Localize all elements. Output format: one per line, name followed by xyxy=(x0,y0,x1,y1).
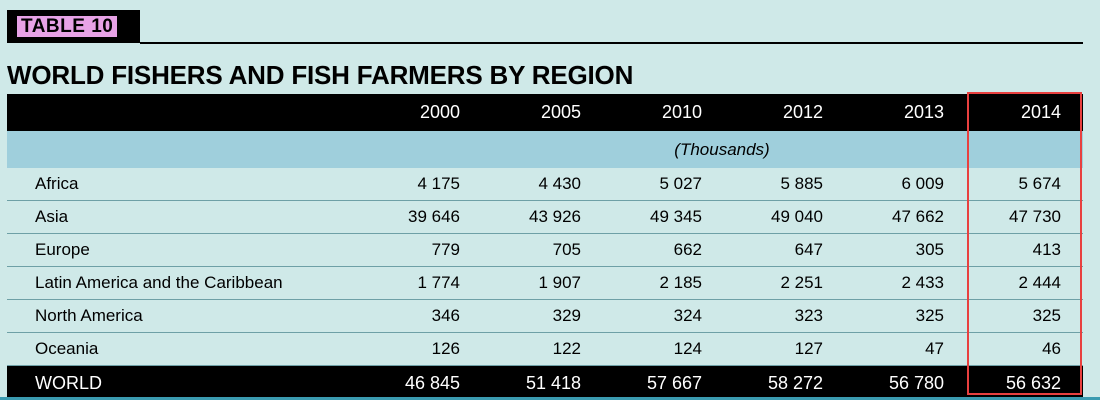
cell-value: 305 xyxy=(845,233,966,267)
cell-value: 127 xyxy=(724,332,845,366)
region-label: Europe xyxy=(7,233,361,267)
fishers-table: 2000 2005 2010 2012 2013 2014 (Thousands… xyxy=(7,94,1083,400)
cell-value: 346 xyxy=(361,299,482,333)
cell-value: 47 730 xyxy=(966,200,1083,234)
cell-value: 329 xyxy=(482,299,603,333)
unit-row: (Thousands) xyxy=(7,131,1083,168)
total-value: 51 418 xyxy=(482,365,603,400)
year-header: 2005 xyxy=(482,94,603,131)
cell-value: 4 430 xyxy=(482,168,603,201)
region-label: Asia xyxy=(7,200,361,234)
total-value: 56 780 xyxy=(845,365,966,400)
cell-value: 122 xyxy=(482,332,603,366)
cell-value: 126 xyxy=(361,332,482,366)
year-header: 2013 xyxy=(845,94,966,131)
cell-value: 46 xyxy=(966,332,1083,366)
total-label: WORLD xyxy=(7,365,361,400)
region-label: North America xyxy=(7,299,361,333)
table-body: Africa 4 175 4 430 5 027 5 885 6 009 5 674 Asia… xyxy=(7,168,1083,366)
cell-value: 43 926 xyxy=(482,200,603,234)
table-row: Latin America and the Caribbean 1 774 1 90… xyxy=(7,266,1083,300)
region-label: Africa xyxy=(7,168,361,201)
cell-value: 5 027 xyxy=(603,168,724,201)
header-rule xyxy=(140,42,1083,44)
unit-spacer xyxy=(7,131,361,168)
cell-value: 5 885 xyxy=(724,168,845,201)
unit-label: (Thousands) xyxy=(361,131,1083,168)
year-header: 2010 xyxy=(603,94,724,131)
cell-value: 2 433 xyxy=(845,266,966,300)
table-number-label: TABLE 10 xyxy=(17,16,118,37)
page-title: WORLD FISHERS AND FISH FARMERS BY REGION xyxy=(7,60,634,90)
cell-value: 49 345 xyxy=(603,200,724,234)
table-row: Africa 4 175 4 430 5 027 5 885 6 009 5 674 xyxy=(7,168,1083,201)
total-row: WORLD 46 845 51 418 57 667 58 272 56 780… xyxy=(7,365,1083,400)
cell-value: 413 xyxy=(966,233,1083,267)
region-label: Oceania xyxy=(7,332,361,366)
cell-value: 323 xyxy=(724,299,845,333)
cell-value: 325 xyxy=(845,299,966,333)
cell-value: 647 xyxy=(724,233,845,267)
cell-value: 324 xyxy=(603,299,724,333)
year-header: 2014 xyxy=(966,94,1083,131)
cell-value: 6 009 xyxy=(845,168,966,201)
cell-value: 124 xyxy=(603,332,724,366)
cell-value: 2 444 xyxy=(966,266,1083,300)
cell-value: 47 xyxy=(845,332,966,366)
year-header: 2000 xyxy=(361,94,482,131)
table-row: Asia 39 646 43 926 49 345 49 040 47 662 47 730 xyxy=(7,200,1083,234)
cell-value: 2 185 xyxy=(603,266,724,300)
cell-value: 2 251 xyxy=(724,266,845,300)
highlight-box-2014 xyxy=(967,92,1082,395)
total-value: 46 845 xyxy=(361,365,482,400)
cell-value: 5 674 xyxy=(966,168,1083,201)
cell-value: 49 040 xyxy=(724,200,845,234)
cell-value: 705 xyxy=(482,233,603,267)
cell-value: 325 xyxy=(966,299,1083,333)
cell-value: 1 774 xyxy=(361,266,482,300)
table-row: North America 346 329 324 323 325 325 xyxy=(7,299,1083,333)
table-row: Oceania 126 122 124 127 47 46 xyxy=(7,332,1083,366)
table-number-tag: TABLE 10 xyxy=(7,10,140,43)
cell-value: 39 646 xyxy=(361,200,482,234)
cell-value: 779 xyxy=(361,233,482,267)
table-row: Europe 779 705 662 647 305 413 xyxy=(7,233,1083,267)
cell-value: 1 907 xyxy=(482,266,603,300)
total-value: 58 272 xyxy=(724,365,845,400)
header-corner xyxy=(7,94,361,131)
region-label: Latin America and the Caribbean xyxy=(7,266,361,300)
cell-value: 4 175 xyxy=(361,168,482,201)
total-value: 57 667 xyxy=(603,365,724,400)
cell-value: 662 xyxy=(603,233,724,267)
year-header: 2012 xyxy=(724,94,845,131)
bottom-bar xyxy=(0,397,1100,400)
cell-value: 47 662 xyxy=(845,200,966,234)
year-header-row: 2000 2005 2010 2012 2013 2014 xyxy=(7,94,1083,131)
